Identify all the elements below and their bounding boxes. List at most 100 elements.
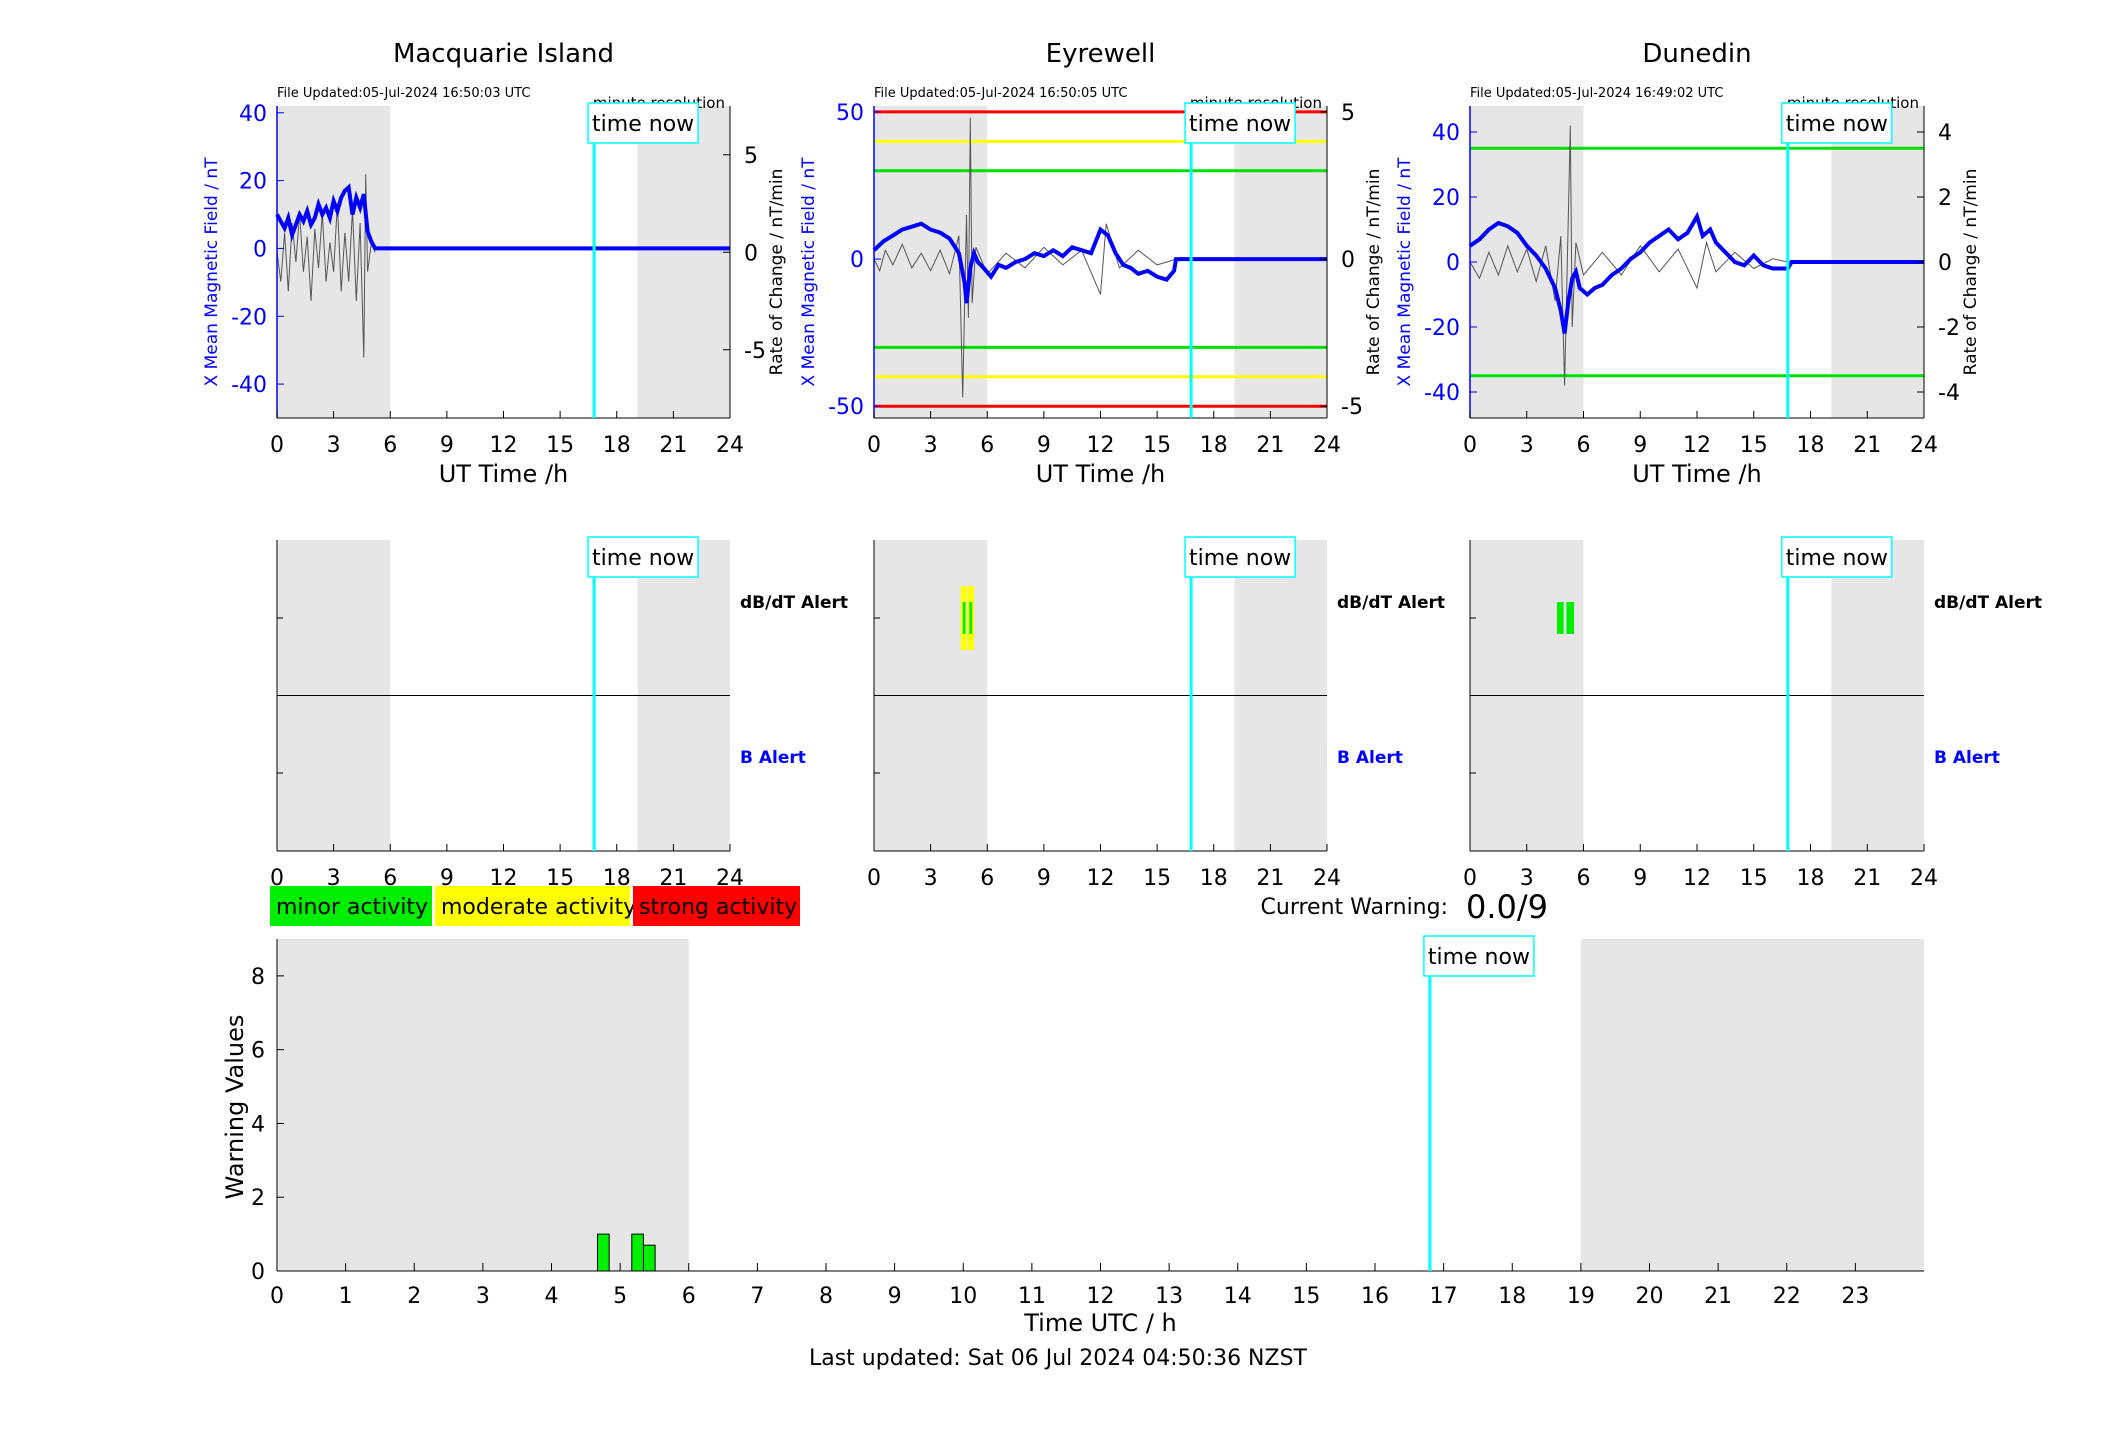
b-alert-label: B Alert bbox=[740, 748, 806, 768]
rate-of-change-line bbox=[1469, 125, 1788, 386]
x-tick-label: 3 bbox=[1520, 866, 1534, 891]
x-tick-label: 24 bbox=[716, 433, 744, 458]
x-tick-label: 15 bbox=[546, 433, 574, 458]
x-tick-label: 15 bbox=[1143, 866, 1171, 891]
warning-bar bbox=[642, 1244, 656, 1272]
last-updated-text: Last updated: Sat 06 Jul 2024 04:50:36 N… bbox=[809, 1346, 1308, 1371]
time-now-box bbox=[1184, 536, 1296, 578]
x-tick-label: 15 bbox=[1292, 1284, 1320, 1309]
night-shade bbox=[637, 106, 730, 418]
x-tick-label: 18 bbox=[603, 433, 631, 458]
rate-of-change-line bbox=[873, 117, 1177, 398]
time-now-label: time now bbox=[1428, 945, 1530, 970]
y-tick-label: 6 bbox=[251, 1039, 265, 1064]
time-now-box bbox=[1184, 102, 1296, 144]
activity-legend: minor activity moderate activity strong ac… bbox=[270, 886, 800, 926]
current-warning-label: Current Warning: bbox=[1261, 895, 1448, 920]
x-tick-label: 24 bbox=[1910, 433, 1938, 458]
x-tick-label: 20 bbox=[1636, 1284, 1664, 1309]
x-tick-label: 14 bbox=[1224, 1284, 1252, 1309]
b-alert-label: B Alert bbox=[1337, 748, 1403, 768]
y2-tick-label: 4 bbox=[1938, 121, 1952, 146]
x-tick-label: 21 bbox=[1256, 433, 1284, 458]
x-tick-label: 9 bbox=[440, 866, 454, 891]
y2-tick-label: 5 bbox=[1341, 101, 1355, 126]
x-tick-label: 6 bbox=[1577, 866, 1591, 891]
x-tick-label: 24 bbox=[1910, 866, 1938, 891]
x-tick-label: 19 bbox=[1567, 1284, 1595, 1309]
warning-bar bbox=[631, 1233, 644, 1272]
x-tick-label: 24 bbox=[1313, 866, 1341, 891]
x-tick-label: 9 bbox=[440, 433, 454, 458]
station-title: Eyrewell bbox=[1046, 39, 1156, 69]
dbdt-alert-label: dB/dT Alert bbox=[740, 593, 848, 613]
time-now-label: time now bbox=[1786, 546, 1888, 571]
dbdt-alert-label: dB/dT Alert bbox=[1934, 593, 2042, 613]
dbdt-alert-bar bbox=[962, 602, 966, 634]
x-tick-label: 6 bbox=[980, 866, 994, 891]
x-tick-label: 3 bbox=[924, 433, 938, 458]
legend-swatch-moderate bbox=[435, 886, 630, 926]
time-now-label: time now bbox=[592, 546, 694, 571]
night-shade bbox=[874, 106, 988, 418]
x-tick-label: 17 bbox=[1430, 1284, 1458, 1309]
x-tick-label: 5 bbox=[613, 1284, 627, 1309]
night-shade bbox=[1234, 106, 1327, 418]
y-tick-label: -40 bbox=[1424, 381, 1460, 406]
x-tick-label: 18 bbox=[1498, 1284, 1526, 1309]
alert-panel-eyrewell: 0 3 6 9 12 15 18 21 24 dB/dT Alert B Alert time now bbox=[867, 536, 1445, 891]
rate-of-change-line bbox=[276, 174, 376, 358]
night-shade bbox=[1580, 939, 1924, 1271]
x-axis-label: Time UTC / h bbox=[1023, 1309, 1177, 1337]
x-tick-label: 2 bbox=[407, 1284, 421, 1309]
y-tick-label: 20 bbox=[239, 170, 267, 195]
y-tick-label: -20 bbox=[231, 305, 267, 330]
x-tick-label: 7 bbox=[750, 1284, 764, 1309]
x-tick-label: 12 bbox=[1087, 866, 1115, 891]
x-tick-label: 9 bbox=[1633, 433, 1647, 458]
y-axis-label: X Mean Magnetic Field / nT bbox=[799, 157, 819, 387]
dbdt-alert-bar bbox=[969, 602, 973, 634]
x-tick-label: 0 bbox=[1463, 866, 1477, 891]
legend-label: minor activity bbox=[276, 895, 428, 920]
dbdt-alert-bar bbox=[1566, 602, 1575, 634]
x-tick-label: 6 bbox=[1577, 433, 1591, 458]
x-tick-label: 3 bbox=[924, 866, 938, 891]
night-shade bbox=[277, 106, 391, 418]
x-tick-label: 15 bbox=[1740, 433, 1768, 458]
x-tick-label: 4 bbox=[545, 1284, 559, 1309]
x-tick-label: 0 bbox=[270, 1284, 284, 1309]
y2-tick-label: 0 bbox=[1938, 251, 1952, 276]
station-title: Dunedin bbox=[1642, 39, 1751, 69]
x-tick-label: 0 bbox=[270, 433, 284, 458]
magnetic-field-line bbox=[872, 221, 1327, 304]
alert-panel-dunedin: 0 3 6 9 12 15 18 21 24 dB/dT Alert B Alert time now bbox=[1463, 536, 2042, 891]
y-tick-label: -50 bbox=[828, 395, 864, 420]
x-tick-label: 15 bbox=[1143, 433, 1171, 458]
y2-tick-label: 0 bbox=[744, 241, 758, 266]
y2-tick-label: 0 bbox=[1341, 248, 1355, 273]
current-warning: Current Warning: 0.0/9 bbox=[1261, 888, 1549, 926]
x-tick-label: 16 bbox=[1361, 1284, 1389, 1309]
legend-label: strong activity bbox=[639, 895, 797, 920]
file-updated-text: File Updated:05-Jul-2024 16:49:02 UTC bbox=[1470, 86, 1723, 101]
x-tick-label: 18 bbox=[1200, 433, 1228, 458]
y2-axis-label: Rate of Change / nT/min bbox=[1364, 169, 1384, 376]
station-title: Macquarie Island bbox=[393, 39, 614, 69]
x-tick-label: 0 bbox=[867, 433, 881, 458]
x-tick-label: 9 bbox=[1037, 866, 1051, 891]
night-shade bbox=[277, 939, 689, 1271]
x-tick-label: 3 bbox=[327, 866, 341, 891]
time-now-box bbox=[587, 536, 699, 578]
x-tick-label: 11 bbox=[1018, 1284, 1046, 1309]
x-tick-label: 18 bbox=[1200, 866, 1228, 891]
x-tick-label: 3 bbox=[1520, 433, 1534, 458]
warning-bar bbox=[596, 1233, 610, 1272]
x-tick-label: 22 bbox=[1773, 1284, 1801, 1309]
x-tick-label: 21 bbox=[659, 433, 687, 458]
